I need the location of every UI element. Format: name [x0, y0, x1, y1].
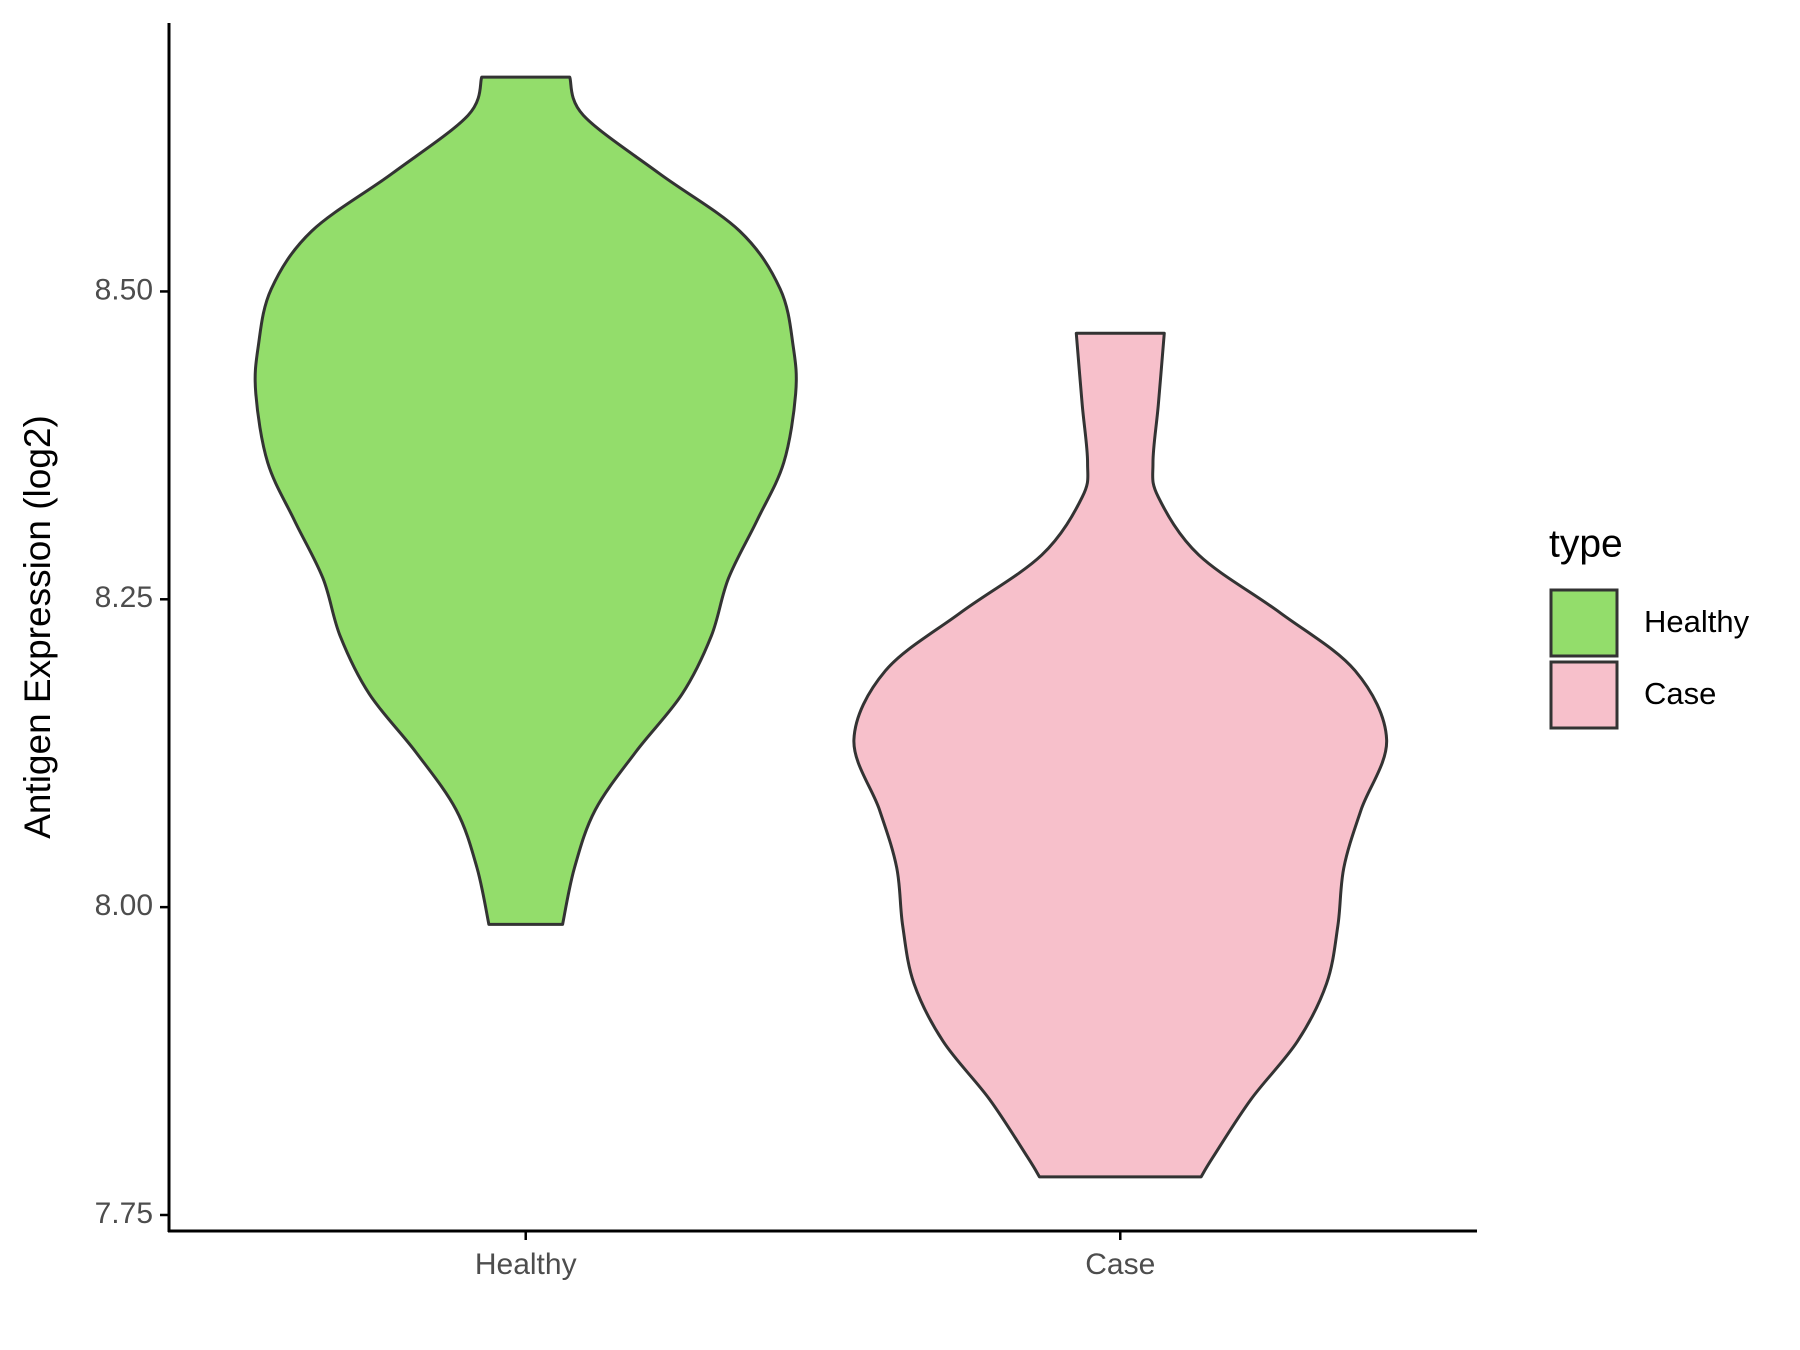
legend-swatch	[1549, 660, 1619, 730]
violin	[253, 75, 798, 926]
y-tick-label: 8.50	[95, 273, 153, 306]
y-tick-label: 8.00	[95, 889, 153, 922]
legend-label: Case	[1644, 676, 1716, 711]
x-tick-label: Healthy	[475, 1248, 577, 1281]
y-tick-label: 7.75	[95, 1197, 153, 1230]
legend-label: Healthy	[1644, 604, 1750, 639]
legend-title: type	[1549, 522, 1623, 565]
violin	[852, 331, 1389, 1179]
y-tick-label: 8.25	[95, 581, 153, 614]
x-tick-label: Case	[1085, 1248, 1155, 1281]
legend-swatch	[1549, 588, 1619, 658]
y-axis-label: Antigen Expression (log2)	[17, 415, 58, 839]
